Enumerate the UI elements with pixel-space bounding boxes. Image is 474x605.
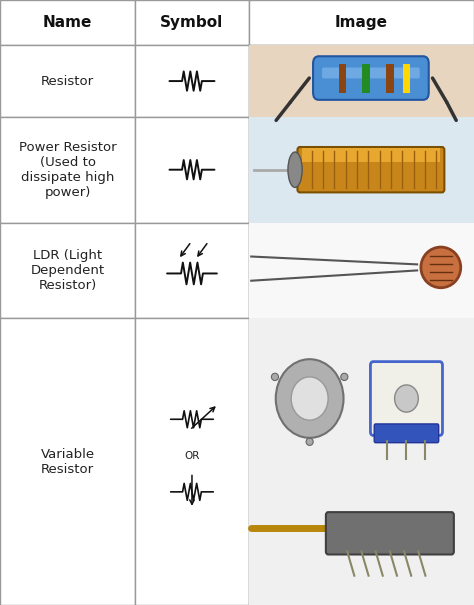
Bar bbox=[135, 117, 249, 223]
Text: Power Resistor
(Used to
dissipate high
power): Power Resistor (Used to dissipate high p… bbox=[19, 141, 116, 198]
FancyBboxPatch shape bbox=[313, 56, 428, 100]
Bar bbox=[402, 64, 410, 93]
Ellipse shape bbox=[291, 377, 328, 420]
FancyBboxPatch shape bbox=[298, 147, 444, 192]
Text: Symbol: Symbol bbox=[160, 15, 224, 30]
FancyBboxPatch shape bbox=[322, 68, 419, 79]
Ellipse shape bbox=[276, 359, 344, 438]
Bar bbox=[135, 318, 249, 605]
Bar bbox=[249, 45, 474, 117]
Bar bbox=[302, 148, 439, 162]
Bar bbox=[249, 318, 474, 605]
Ellipse shape bbox=[394, 385, 419, 412]
Text: Name: Name bbox=[43, 15, 92, 30]
Ellipse shape bbox=[288, 152, 302, 188]
Bar bbox=[249, 117, 474, 223]
FancyBboxPatch shape bbox=[326, 512, 454, 555]
Bar bbox=[0, 0, 135, 45]
Text: Resistor: Resistor bbox=[41, 74, 94, 88]
Ellipse shape bbox=[306, 438, 313, 445]
Bar bbox=[135, 223, 249, 318]
Ellipse shape bbox=[421, 247, 461, 288]
FancyBboxPatch shape bbox=[370, 362, 442, 436]
Bar bbox=[0, 223, 135, 318]
FancyBboxPatch shape bbox=[374, 424, 439, 443]
Bar bbox=[249, 0, 474, 45]
Bar bbox=[0, 117, 135, 223]
Ellipse shape bbox=[341, 373, 348, 381]
Ellipse shape bbox=[272, 373, 279, 381]
Text: Variable
Resistor: Variable Resistor bbox=[40, 448, 95, 476]
Bar bbox=[362, 64, 370, 93]
Bar bbox=[249, 223, 474, 318]
Bar bbox=[135, 0, 249, 45]
Bar bbox=[338, 64, 346, 93]
Text: Image: Image bbox=[335, 15, 388, 30]
Bar bbox=[0, 318, 135, 605]
Bar bbox=[249, 117, 474, 223]
Bar bbox=[386, 64, 393, 93]
Text: LDR (Light
Dependent
Resistor): LDR (Light Dependent Resistor) bbox=[30, 249, 105, 292]
Bar bbox=[249, 318, 474, 605]
Bar bbox=[249, 223, 474, 318]
Bar bbox=[135, 45, 249, 117]
Bar bbox=[0, 45, 135, 117]
Text: OR: OR bbox=[184, 451, 200, 460]
Bar bbox=[249, 45, 474, 117]
